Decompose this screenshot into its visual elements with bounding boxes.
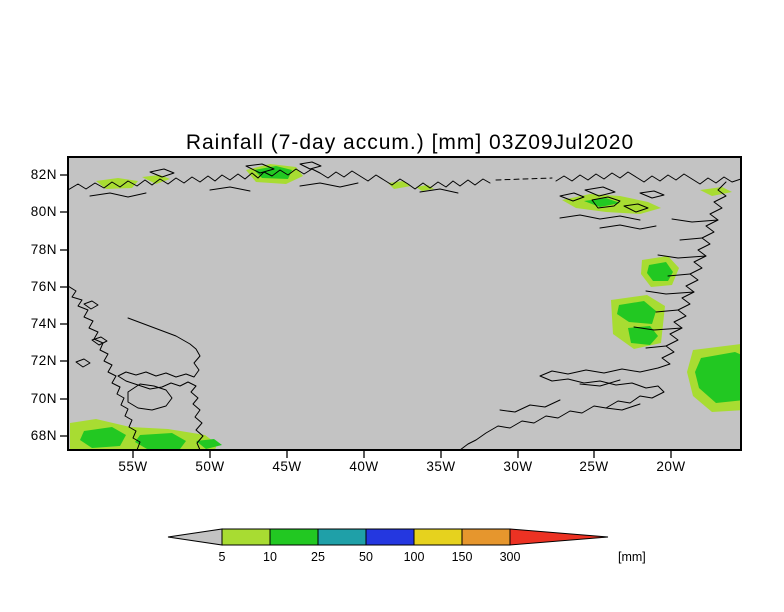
rain-patch: [628, 326, 658, 345]
fjord-line: [645, 290, 695, 295]
y-tick-label: 72N: [31, 353, 57, 368]
colorbar-tick-label: 50: [359, 550, 373, 564]
fjord-line: [299, 182, 359, 188]
map-border: [67, 156, 742, 451]
island: [91, 336, 108, 346]
rain-patch: [695, 352, 741, 403]
chart-title: Rainfall (7-day accum.) [mm] 03Z09Jul202…: [186, 131, 634, 154]
island: [639, 190, 665, 199]
x-tick-label: 50W: [195, 459, 224, 474]
fjord-line: [599, 224, 657, 230]
fjord-line: [499, 399, 561, 413]
island: [584, 186, 616, 197]
fjord-line: [645, 345, 667, 349]
fjord-line: [419, 188, 459, 194]
fjord-line: [559, 214, 641, 221]
x-tick-label: 35W: [426, 459, 455, 474]
colorbar-tick-label: 25: [311, 550, 325, 564]
colorbar-right-arrow: [509, 528, 609, 546]
coastline-path: [68, 168, 491, 191]
y-tick-label: 82N: [31, 167, 57, 182]
colorbar-left-arrow: [167, 528, 223, 546]
fjord-line: [605, 403, 641, 411]
y-tick-label: 74N: [31, 316, 57, 331]
island: [149, 168, 175, 178]
rain-patch: [388, 181, 411, 189]
fjord-line: [671, 218, 719, 223]
colorbar: 5 10 25 50 100 150 300 [mm]: [167, 528, 646, 564]
colorbar-tick-label: 5: [219, 550, 226, 564]
y-tick-label: 68N: [31, 428, 57, 443]
island: [75, 358, 91, 368]
colorbar-segment: [461, 528, 511, 546]
fjord-line: [655, 309, 679, 313]
y-tick-label: 70N: [31, 391, 57, 406]
x-axis: 55W 50W 45W 40W 35W 30W 25W 20W: [118, 451, 685, 474]
rain-patch: [254, 166, 292, 179]
coastline-path: [68, 285, 141, 450]
island: [299, 161, 322, 170]
x-tick-label: 30W: [503, 459, 532, 474]
y-tick-label: 80N: [31, 204, 57, 219]
island: [559, 192, 585, 202]
colorbar-tick-label: 300: [500, 550, 521, 564]
island: [127, 383, 173, 411]
island: [591, 196, 621, 209]
island: [245, 163, 275, 174]
colorbar-tick-label: 100: [404, 550, 425, 564]
fjord-line: [89, 192, 147, 198]
coastline-path: [555, 171, 741, 185]
colorbar-segment: [269, 528, 319, 546]
rain-patch: [142, 175, 170, 184]
rain-patch: [416, 185, 434, 191]
y-axis: 82N 80N 78N 76N 74N 72N 70N 68N: [31, 167, 67, 443]
colorbar-segment: [317, 528, 367, 546]
y-tick-label: 76N: [31, 279, 57, 294]
fjord-line: [657, 254, 707, 259]
colorbar-segment: [413, 528, 463, 546]
coastline-path: [459, 181, 727, 450]
x-tick-label: 25W: [579, 459, 608, 474]
y-tick-label: 78N: [31, 242, 57, 257]
island: [623, 203, 649, 213]
rain-patch: [135, 433, 186, 449]
coastline-path-dashed: [495, 177, 553, 181]
fjord-line: [679, 237, 703, 241]
colorbar-segment: [221, 528, 271, 546]
colorbar-tick-label: 10: [263, 550, 277, 564]
coastline-path: [117, 317, 204, 450]
x-tick-label: 45W: [272, 459, 301, 474]
x-tick-label: 55W: [118, 459, 147, 474]
fjord-line: [579, 379, 621, 387]
rain-patch: [196, 439, 222, 449]
x-tick-label: 20W: [656, 459, 685, 474]
fjord-line: [667, 273, 691, 277]
rain-patch: [647, 262, 673, 281]
fjord-line: [633, 326, 683, 331]
colorbar-unit-label: [mm]: [618, 550, 646, 564]
x-tick-label: 40W: [349, 459, 378, 474]
rain-patch: [617, 301, 656, 324]
rain-patch: [700, 187, 732, 196]
colorbar-tick-label: 150: [452, 550, 473, 564]
rain-patch: [80, 427, 126, 448]
island: [83, 300, 99, 310]
coastlines: [68, 161, 741, 450]
fjord-line: [209, 186, 251, 192]
colorbar-segment: [365, 528, 415, 546]
map-content: [68, 161, 741, 450]
